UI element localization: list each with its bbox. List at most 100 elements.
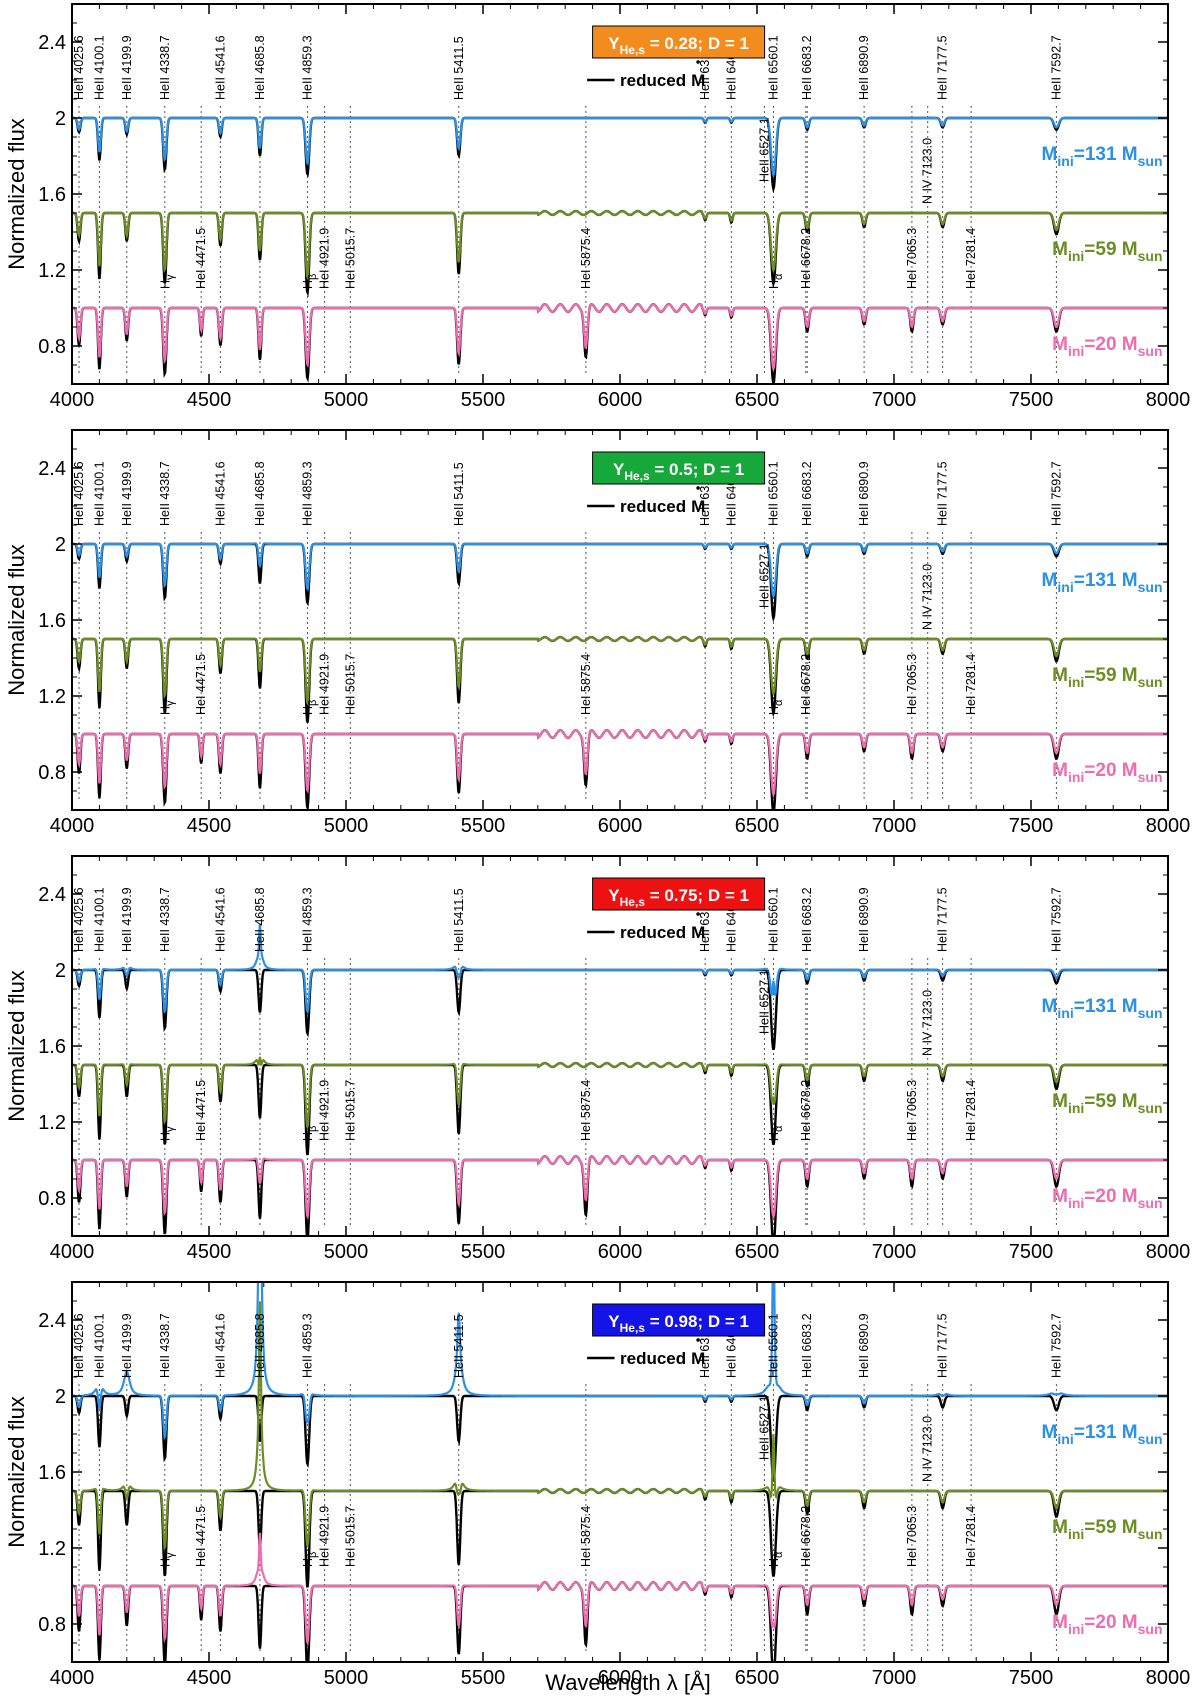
plot-frame [71, 3, 1169, 385]
y-tick-label: 2.4 [38, 32, 66, 54]
spectrum-m-ini-20-m-sun [72, 1155, 1168, 1220]
series-sub2: sun [1138, 1431, 1163, 1447]
x-tick-label: 6000 [598, 1241, 643, 1263]
y-axis-label: Normalized flux [4, 118, 29, 270]
greek-sub: γ [164, 1126, 176, 1132]
badge-label: YHe,s = 0.75; D = 1 [608, 886, 749, 909]
line-label: HeI 7065.3 [905, 654, 919, 715]
line-label: HeII 6560.1 [766, 35, 780, 100]
line-label: HeII 4025.6 [72, 1313, 86, 1378]
line-label: HeII 4100.1 [92, 887, 106, 952]
line-label: HeII 7592.7 [1049, 461, 1063, 526]
panel-4: HeII 4025.6 HeII 4100.1 HeII 4199.9 HeII 43… [4, 1281, 1190, 1689]
line-label: HeII 4025.6 [72, 35, 86, 100]
x-tick-label: 7500 [1009, 1667, 1054, 1689]
greek-sub: γ [164, 274, 176, 280]
spectrum-m-ini-131-m-sun [72, 542, 1168, 598]
legend-reduced: reduced [620, 1349, 686, 1368]
line-label: N IV 7123.0 [921, 564, 935, 630]
x-tick-label: 5000 [324, 1667, 369, 1689]
greek-main: H [158, 706, 172, 715]
legend-label: reduced M [620, 923, 705, 942]
line-label: HeII 6560.1 [766, 887, 780, 952]
series-sub2: sun [1138, 769, 1163, 785]
badge-main: Y [608, 34, 620, 53]
spectrum-m-ini-59-m-sun [72, 1056, 1168, 1131]
y-tick-label: 0.8 [38, 1188, 66, 1210]
series-sub1: ini [1068, 769, 1084, 785]
series-label: Mini=59 Msun [1052, 1091, 1162, 1116]
line-label: HeII 6890.9 [857, 461, 871, 526]
series-main: M [1042, 570, 1058, 591]
badge-box [592, 877, 766, 911]
greek-label: Hα [767, 1551, 785, 1567]
x-tick-label: 6000 [598, 815, 643, 837]
line-label: HeII 6683.2 [800, 1313, 814, 1378]
line-label: HeII 6527.1 [757, 969, 771, 1034]
greek-main: H [158, 1132, 172, 1141]
badge-main: Y [608, 1312, 620, 1331]
spectrum-m-ini-20-m-sun [72, 1532, 1168, 1647]
greek-label: Hγ [158, 1552, 176, 1567]
series-sub2: sun [1138, 1100, 1163, 1116]
x-tick-label: 8000 [1146, 1241, 1191, 1263]
y-tick-label: 1.2 [38, 1538, 66, 1560]
series-sub1: ini [1068, 1621, 1084, 1637]
line-label: HeI 4921.9 [318, 228, 332, 289]
plot-frame [71, 429, 1169, 811]
x-tick-label: 7000 [872, 389, 917, 411]
x-tick-label: 4000 [50, 815, 95, 837]
line-label: HeII 6683.2 [800, 887, 814, 952]
series-mid: =59 M [1084, 1517, 1137, 1538]
line-label: HeII 6527.1 [757, 1395, 771, 1460]
y-tick-label: 1.6 [38, 1462, 66, 1484]
line-label: HeI 6678.2 [799, 228, 813, 289]
series-main: M [1052, 1517, 1068, 1538]
line-label: HeI 7281.4 [964, 228, 978, 289]
x-tick-label: 7500 [1009, 1241, 1054, 1263]
line-label: HeI 4471.5 [194, 1080, 208, 1141]
y-tick-label: 1.6 [38, 1036, 66, 1058]
line-label: HeII 7177.5 [936, 887, 950, 952]
y-tick-label: 2 [55, 534, 66, 556]
greek-main: H [767, 706, 781, 715]
series-main: M [1042, 996, 1058, 1017]
line-label: HeI 5875.4 [579, 1506, 593, 1567]
badge-sub: He,s [624, 469, 650, 483]
line-label: HeII 4859.3 [300, 35, 314, 100]
greek-sub: β [307, 1126, 319, 1132]
legend-reduced: reduced [620, 497, 686, 516]
line-label: HeII 7177.5 [936, 35, 950, 100]
x-tick-label: 6500 [735, 389, 780, 411]
reduced-mdot-spectrum-m-ini-131-m-sun [72, 1394, 1168, 1482]
series-label: Mini=20 Msun [1052, 1186, 1162, 1211]
greek-sub: β [307, 700, 319, 706]
series-main: M [1052, 334, 1068, 355]
reduced-mdot-spectrum-m-ini-59-m-sun [72, 635, 1168, 723]
greek-sub: β [307, 1552, 319, 1558]
mdot-dot [696, 60, 700, 64]
greek-label: Hα [767, 273, 785, 289]
line-label: HeII 6890.9 [857, 35, 871, 100]
series-mid: =131 M [1074, 996, 1138, 1017]
line-label: HeII 6560.1 [766, 1313, 780, 1378]
x-tick-label: 6500 [735, 815, 780, 837]
greek-sub: α [773, 1125, 785, 1132]
series-main: M [1052, 760, 1068, 781]
greek-sub: γ [164, 700, 176, 706]
line-label: HeI 4921.9 [318, 1506, 332, 1567]
series-main: M [1042, 144, 1058, 165]
line-label: HeI 4921.9 [318, 654, 332, 715]
line-label: HeII 4859.3 [300, 461, 314, 526]
line-label: HeI 7281.4 [964, 1080, 978, 1141]
x-tick-label: 4000 [50, 1241, 95, 1263]
series-sub1: ini [1068, 1195, 1084, 1211]
x-tick-label: 4500 [187, 389, 232, 411]
greek-sub: α [773, 699, 785, 706]
spectrum-m-ini-131-m-sun [72, 1282, 1168, 1441]
line-label: HeII 4025.6 [72, 887, 86, 952]
series-mid: =59 M [1084, 239, 1137, 260]
series-label: Mini=20 Msun [1052, 334, 1162, 359]
badge-rest: = 0.28; D = 1 [645, 34, 749, 53]
